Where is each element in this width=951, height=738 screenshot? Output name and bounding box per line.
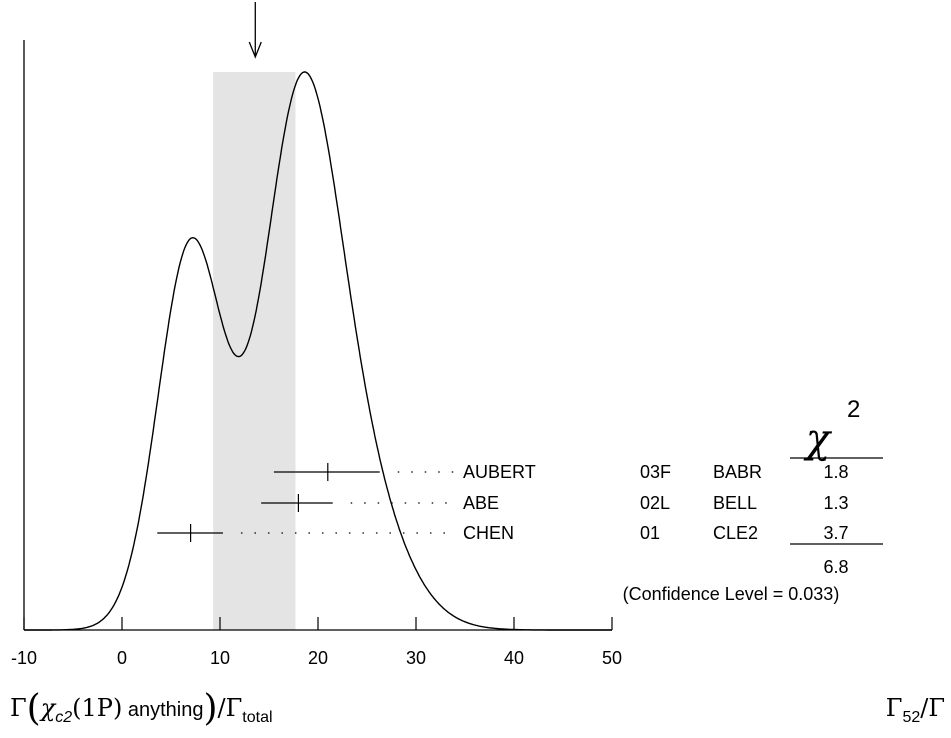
- x-quantity-total-subscript: total: [242, 709, 272, 726]
- experiment-label: BELL: [713, 493, 757, 513]
- chi2-value: 1.3: [823, 493, 848, 513]
- x-tick-label: 20: [308, 648, 328, 668]
- x-quantity-close-paren: ): [203, 688, 217, 729]
- ratio-subscript: 52: [902, 709, 920, 726]
- x-quantity-slash: /Γ: [218, 694, 243, 722]
- author-label: CHEN: [463, 523, 514, 543]
- measurement-row: CHEN 01 CLE2 3.7: [157, 523, 849, 543]
- x-quantity-chi-subscript: c2: [55, 709, 72, 726]
- x-tick-label: 10: [210, 648, 230, 668]
- x-quantity-state: (1P): [72, 694, 122, 722]
- year-label: 03F: [640, 462, 671, 482]
- x-tick-label: 0: [117, 648, 127, 668]
- x-tick-label: -10: [11, 648, 37, 668]
- chi2-value: 1.8: [823, 462, 848, 482]
- author-label: AUBERT: [463, 462, 536, 482]
- chi2-header: χ: [803, 416, 833, 462]
- experiment-label: BABR: [713, 462, 762, 482]
- ratio-gamma: Γ: [886, 694, 903, 722]
- x-tick-label: 30: [406, 648, 426, 668]
- ratio-label: Γ52/Γ: [886, 694, 945, 726]
- ratio-slash: /Γ: [920, 694, 945, 722]
- x-quantity-gamma: Γ: [10, 694, 27, 722]
- x-tick-label: 50: [602, 648, 622, 668]
- year-label: 01: [640, 523, 660, 543]
- x-quantity-rest: anything: [122, 699, 203, 721]
- x-tick-label: 40: [504, 648, 524, 668]
- average-band: [213, 72, 296, 630]
- ideogram-curve: [24, 71, 612, 631]
- experiment-label: CLE2: [713, 523, 758, 543]
- chi2-header-exponent: 2: [847, 396, 860, 423]
- chi2-total: 6.8: [823, 557, 848, 577]
- year-label: 02L: [640, 493, 670, 513]
- measurement-row: ABE 02L BELL 1.3: [261, 493, 849, 513]
- measurement-row: AUBERT 03F BABR 1.8: [273, 462, 849, 482]
- author-label: ABE: [463, 493, 499, 513]
- average-arrow-head: [248, 41, 262, 59]
- x-quantity-open-paren: (: [27, 688, 41, 729]
- x-quantity-chi: χ: [39, 694, 57, 722]
- confidence-level: (Confidence Level = 0.033): [623, 584, 840, 604]
- chi2-value: 3.7: [823, 523, 848, 543]
- x-quantity-label: Γ(χc2(1P) anything)/Γtotal: [10, 688, 273, 729]
